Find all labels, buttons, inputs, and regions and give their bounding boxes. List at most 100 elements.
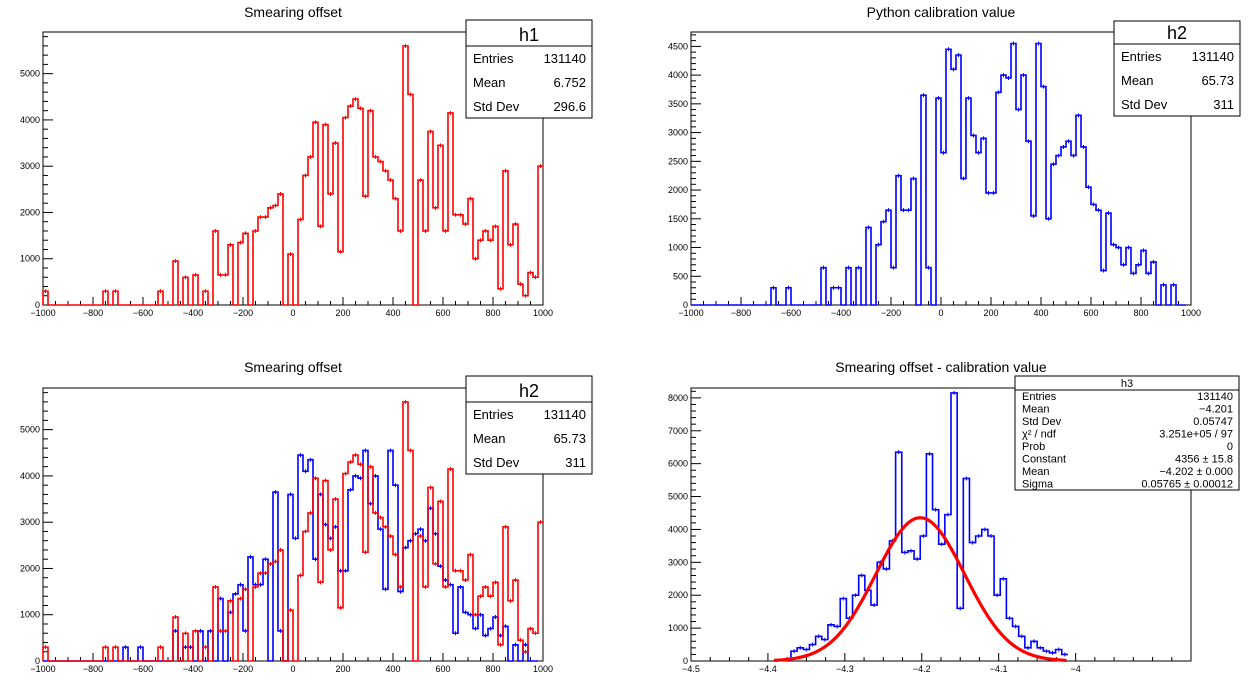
y-tick-label: 8000: [668, 393, 688, 403]
stats-name: h2: [1167, 23, 1187, 43]
x-tick-label: 1000: [533, 664, 553, 674]
chart-panel-2: Python calibration value −1000 −800 −600 −40…: [668, 4, 1241, 318]
y-tick-label: 500: [673, 271, 688, 281]
stats-label: Std Dev: [473, 455, 520, 470]
stats-value: 4356 ± 15.8: [1175, 454, 1233, 466]
x-tick-label: 0: [290, 308, 295, 318]
x-tick-label: 800: [485, 308, 500, 318]
stats-label: Mean: [473, 75, 506, 90]
stats-value: −4.201: [1199, 404, 1233, 416]
stats-value: 311: [1213, 97, 1234, 112]
x-tick-label: 600: [435, 664, 450, 674]
x-tick-label: −600: [781, 308, 801, 318]
stats-box-frame: [1113, 20, 1241, 117]
x-tick-label: 800: [1133, 308, 1148, 318]
y-tick-label: 3000: [20, 517, 40, 527]
stats-value: 131140: [544, 51, 586, 66]
stats-value: 65.73: [553, 431, 586, 446]
stats-box-frame: [1014, 375, 1240, 491]
stats-value: 131140: [1192, 49, 1234, 64]
histogram-series-1: [790, 392, 1068, 661]
stats-box: h2 Entries 131140 Mean 65.73 Std Dev 311: [465, 375, 593, 475]
x-tick-label: 400: [385, 664, 400, 674]
stats-label: Std Dev: [1121, 97, 1168, 112]
stats-label: Mean: [1022, 466, 1050, 478]
y-tick-label: 0: [683, 656, 688, 666]
x-tick-label: 1000: [533, 308, 553, 318]
x-tick-label: −4: [1070, 664, 1080, 674]
y-tick-label: 0: [35, 656, 40, 666]
y-tick-label: 3500: [668, 99, 688, 109]
y-tick-label: 5000: [668, 492, 688, 502]
y-tick-label: 5000: [20, 425, 40, 435]
stats-label: Entries: [473, 407, 514, 422]
y-tick-label: 1000: [668, 623, 688, 633]
y-tick-label: 0: [683, 300, 688, 310]
stats-value: 131140: [544, 407, 586, 422]
stats-label: Std Dev: [1022, 416, 1062, 428]
x-tick-label: −400: [183, 664, 203, 674]
x-tick-label: −4.4: [759, 664, 777, 674]
stats-name: h2: [519, 381, 539, 401]
stats-label: Entries: [1121, 49, 1162, 64]
chart-panel-1: Smearing offset −1000 −800 −600 −400 −200 0 200…: [20, 4, 593, 318]
x-tick-label: −800: [83, 308, 103, 318]
x-tick-label: 400: [385, 308, 400, 318]
stats-name: h3: [1121, 378, 1133, 390]
y-tick-label: 6000: [668, 459, 688, 469]
chart-panel-3: Smearing offset −1000 −800 −600 −400 −200 0 200…: [20, 359, 593, 674]
x-tick-label: −4.2: [913, 664, 931, 674]
y-tick-label: 2000: [20, 563, 40, 573]
y-tick-label: 2000: [668, 185, 688, 195]
y-tick-label: 2500: [668, 156, 688, 166]
y-tick-label: 3000: [668, 557, 688, 567]
stats-value: 3.251e+05 / 97: [1159, 429, 1233, 441]
stats-value: 311: [565, 455, 586, 470]
stats-name: h1: [519, 25, 539, 45]
stats-value: 131140: [1197, 391, 1233, 403]
x-tick-label: 400: [1033, 308, 1048, 318]
stats-box: h2 Entries 131140 Mean 65.73 Std Dev 311: [1113, 20, 1241, 117]
y-tick-label: 4500: [668, 41, 688, 51]
y-tick-label: 4000: [668, 524, 688, 534]
stats-label: Std Dev: [473, 99, 520, 114]
y-tick-label: 1000: [20, 610, 40, 620]
stats-value: 6.752: [553, 75, 586, 90]
x-tick-label: −1000: [678, 308, 703, 318]
stats-value: 296.6: [553, 99, 586, 114]
stats-label: Constant: [1022, 454, 1066, 466]
stats-box-frame: [465, 375, 593, 475]
chart-panel-4: Smearing offset - calibration value −4.5 −…: [668, 359, 1240, 674]
x-tick-label: −200: [881, 308, 901, 318]
x-tick-label: 0: [938, 308, 943, 318]
x-tick-label: −600: [133, 664, 153, 674]
stats-label: Mean: [1022, 404, 1050, 416]
y-tick-label: 3000: [20, 161, 40, 171]
stats-value: 0: [1227, 441, 1233, 453]
chart-title: Smearing offset - calibration value: [835, 359, 1047, 375]
x-tick-label: 200: [335, 308, 350, 318]
y-tick-label: 7000: [668, 426, 688, 436]
x-tick-label: −200: [233, 664, 253, 674]
x-tick-label: −400: [183, 308, 203, 318]
stats-value: −4.202 ± 0.000: [1159, 466, 1233, 478]
stats-label: Prob: [1022, 441, 1045, 453]
y-tick-label: 5000: [20, 69, 40, 79]
stats-box-frame: [465, 19, 593, 119]
y-tick-label: 4000: [20, 471, 40, 481]
y-tick-label: 4000: [20, 115, 40, 125]
chart-title: Smearing offset: [244, 4, 342, 20]
gaussian-fit-curve: [773, 516, 1067, 662]
stats-box: h3 Entries 131140 Mean −4.201 Std Dev 0.05747 χ…: [1014, 375, 1240, 491]
chart-title: Python calibration value: [867, 4, 1016, 20]
x-tick-label: −400: [831, 308, 851, 318]
y-tick-label: 1000: [20, 254, 40, 264]
x-tick-label: −4.1: [990, 664, 1008, 674]
x-tick-label: 600: [1083, 308, 1098, 318]
x-tick-label: −4.5: [682, 664, 700, 674]
stats-value: 0.05747: [1193, 416, 1233, 428]
y-tick-label: 2000: [20, 207, 40, 217]
x-tick-label: 200: [983, 308, 998, 318]
y-tick-label: 3000: [668, 128, 688, 138]
